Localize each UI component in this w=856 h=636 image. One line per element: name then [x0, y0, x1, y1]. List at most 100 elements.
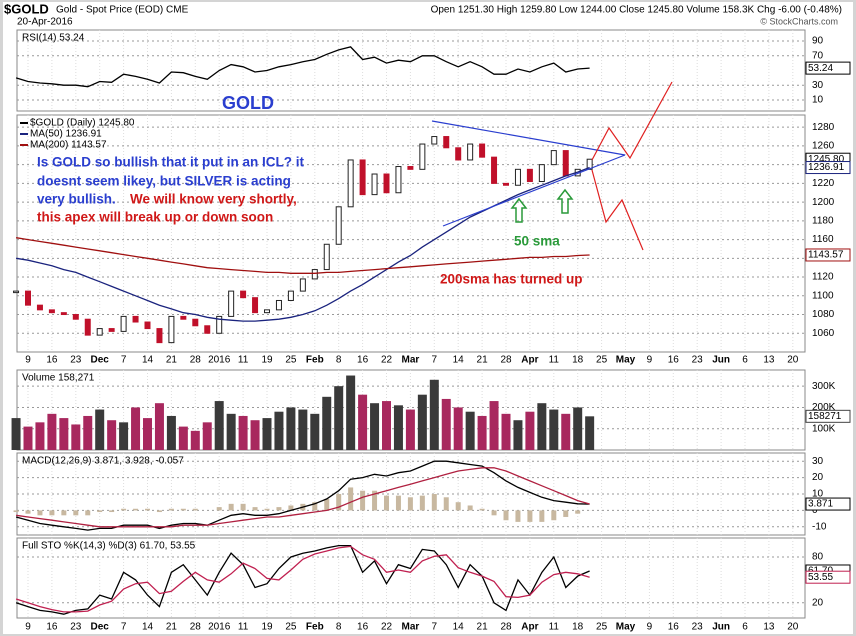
last-value-label: 1245.80 — [808, 154, 845, 165]
bar — [133, 508, 139, 511]
bar — [455, 502, 461, 511]
bar — [121, 508, 127, 511]
x-tick-label: Mar — [402, 622, 420, 633]
candle — [467, 143, 474, 161]
bar — [515, 510, 521, 522]
bar — [561, 413, 571, 450]
annotation: We will know very shortly, — [130, 192, 297, 207]
x-tick-label: Jun — [712, 622, 730, 633]
x-tick-label: 19 — [261, 622, 273, 633]
candle — [36, 304, 43, 311]
bar — [334, 386, 344, 450]
candle — [168, 315, 175, 344]
bar — [202, 422, 212, 450]
x-tick-label: 14 — [142, 355, 154, 366]
last-value-label: 1236.91 — [808, 162, 845, 173]
x-tick-label: 16 — [46, 355, 58, 366]
x-tick-label: 25 — [285, 355, 297, 366]
legend: MA(50) 1236.91 — [30, 129, 102, 140]
x-tick-label: 13 — [763, 622, 775, 633]
bar — [324, 498, 330, 511]
bar — [322, 396, 332, 450]
bar — [419, 495, 425, 511]
bar — [37, 510, 43, 516]
x-tick-label: 28 — [500, 622, 512, 633]
candle — [25, 290, 31, 306]
x-tick-label: 28 — [190, 622, 202, 633]
bar — [312, 502, 318, 511]
bar — [264, 508, 270, 511]
bar — [539, 510, 545, 522]
bar — [549, 409, 559, 450]
y-tick-label: 1100 — [812, 290, 834, 301]
y-tick-label: -10 — [812, 521, 827, 532]
x-tick-label: 9 — [25, 355, 31, 366]
x-tick-label: 22 — [381, 622, 393, 633]
bar — [240, 503, 246, 511]
annotation: 200sma has turned up — [440, 272, 583, 287]
candle — [526, 168, 533, 183]
bar — [525, 411, 535, 450]
bar — [465, 411, 475, 450]
panel — [16, 29, 806, 112]
y-tick-label: 1120 — [812, 272, 834, 283]
bar — [216, 507, 222, 511]
bar — [262, 418, 272, 450]
x-tick-label: 25 — [285, 622, 297, 633]
x-tick-label: 14 — [142, 622, 154, 633]
bar — [61, 510, 67, 516]
x-tick-label: Apr — [521, 622, 538, 633]
bar — [226, 413, 236, 450]
bar — [372, 490, 378, 511]
y-tick-label: 90 — [812, 36, 824, 47]
x-tick-label: 28 — [500, 355, 512, 366]
y-tick-label: 100K — [812, 423, 836, 434]
line — [15, 237, 590, 274]
x-tick-label: Mar — [402, 355, 420, 366]
bar — [310, 413, 320, 450]
bar — [168, 508, 174, 511]
bar — [73, 510, 79, 516]
line — [16, 467, 590, 528]
bar — [527, 510, 533, 522]
candle — [156, 328, 163, 344]
last-value-label: 53.55 — [808, 572, 833, 583]
scenario-down — [591, 169, 644, 251]
bar — [513, 420, 523, 450]
last-value-box — [805, 248, 851, 262]
x-tick-label: 23 — [70, 355, 82, 366]
bar — [178, 426, 188, 450]
y-tick-label: 70 — [812, 50, 824, 61]
candle — [431, 136, 438, 145]
x-tick-label: 16 — [668, 355, 680, 366]
annotation: Is GOLD so bullish that it put in an ICL… — [37, 155, 304, 170]
x-tick-label: 21 — [166, 355, 178, 366]
line — [15, 544, 590, 615]
x-tick-label: 8 — [336, 355, 342, 366]
candle — [491, 156, 498, 184]
candle — [455, 147, 462, 161]
x-tick-label: Jun — [712, 355, 730, 366]
x-tick-label: 18 — [572, 355, 584, 366]
annotation: very bullish. — [37, 192, 116, 207]
bar — [190, 430, 200, 450]
x-tick-label: 20 — [787, 355, 799, 366]
x-tick-label: 7 — [121, 622, 127, 633]
bar — [431, 494, 437, 511]
bar — [453, 407, 463, 450]
bar — [180, 508, 186, 511]
bar — [166, 415, 176, 450]
trendline — [431, 120, 626, 156]
x-tick-label: 11 — [238, 622, 249, 633]
bar — [477, 415, 487, 450]
bar — [563, 510, 569, 517]
candle — [299, 278, 306, 292]
drawings — [431, 81, 673, 251]
x-tick-label: 23 — [692, 622, 704, 633]
candle — [383, 173, 390, 194]
candle — [264, 309, 270, 314]
line — [15, 460, 590, 531]
bar — [23, 426, 33, 450]
candle — [514, 168, 521, 186]
bar — [154, 403, 164, 450]
